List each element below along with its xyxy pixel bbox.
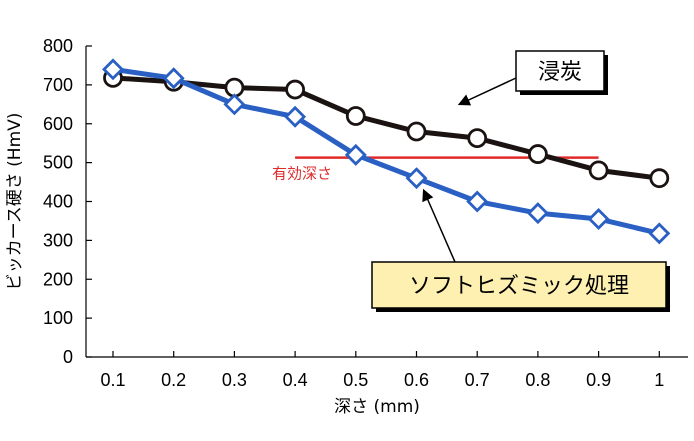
data-point-diamond [223, 93, 246, 116]
series-layer [102, 58, 671, 245]
data-point-circle [406, 121, 427, 142]
series-line [110, 75, 662, 181]
data-point-diamond [466, 190, 489, 213]
series-line [110, 66, 662, 236]
y-tick-label: 500 [43, 153, 73, 173]
data-point-circle [528, 144, 548, 164]
x-tick-label: 0.8 [525, 370, 550, 390]
series-soft-hizmic [102, 58, 671, 245]
data-point-diamond [648, 222, 671, 245]
effective-depth-group: 有効深さ [272, 156, 599, 183]
data-point-diamond [284, 105, 307, 128]
x-tick-label: 0.2 [161, 370, 186, 390]
callout-label: ソフトヒズミック処理 [409, 274, 629, 299]
callout-label: 浸炭 [538, 60, 582, 85]
data-point-diamond [162, 67, 185, 90]
data-point-diamond [344, 143, 367, 166]
y-tick-label: 200 [43, 269, 73, 289]
y-axis-ticks: 0 100 200 300 400 500 600 700 800 [43, 36, 92, 367]
x-tick-label: 0.3 [222, 370, 247, 390]
data-point-circle [588, 160, 609, 181]
y-tick-label: 300 [43, 230, 73, 250]
callout-soft-hizmic: ソフトヒズミック処理 [371, 188, 670, 312]
x-tick-label: 0.1 [100, 370, 125, 390]
callout-carburizing: 浸炭 [457, 50, 608, 106]
data-point-diamond [102, 58, 124, 81]
y-tick-label: 800 [43, 36, 73, 56]
data-point-circle [285, 79, 306, 100]
x-tick-label: 1 [654, 370, 664, 390]
callout-shadow [604, 55, 608, 95]
y-tick-label: 0 [63, 347, 73, 367]
x-tick-label: 0.9 [586, 370, 611, 390]
data-point-diamond [405, 167, 428, 190]
effective-depth-label: 有効深さ [272, 165, 332, 183]
y-tick-label: 700 [43, 75, 73, 95]
y-tick-label: 100 [43, 308, 73, 328]
data-point-diamond [526, 202, 549, 225]
x-tick-label: 0.4 [283, 370, 308, 390]
callout-arrow [422, 188, 456, 263]
x-tick-label: 0.7 [465, 370, 490, 390]
x-tick-label: 0.5 [343, 370, 368, 390]
callout-box [515, 50, 605, 92]
data-point-circle [649, 168, 670, 189]
callout-shadow [376, 308, 670, 312]
data-point-diamond [587, 208, 610, 230]
data-point-circle [467, 128, 488, 149]
y-tick-label: 400 [43, 192, 73, 212]
y-tick-label: 600 [43, 114, 73, 134]
x-axis-title: 深さ (mm) [334, 397, 420, 417]
x-tick-label: 0.6 [404, 370, 429, 390]
callout-shadow [520, 91, 608, 95]
callout-shadow [666, 266, 670, 312]
callout-arrow [457, 77, 517, 106]
x-axis-ticks: 0.1 0.2 0.3 0.4 0.5 0.6 0.7 0.8 0.9 1 [100, 351, 664, 390]
data-point-circle [345, 106, 366, 126]
y-axis-title: ビッカース硬さ (HmV) [5, 113, 25, 291]
